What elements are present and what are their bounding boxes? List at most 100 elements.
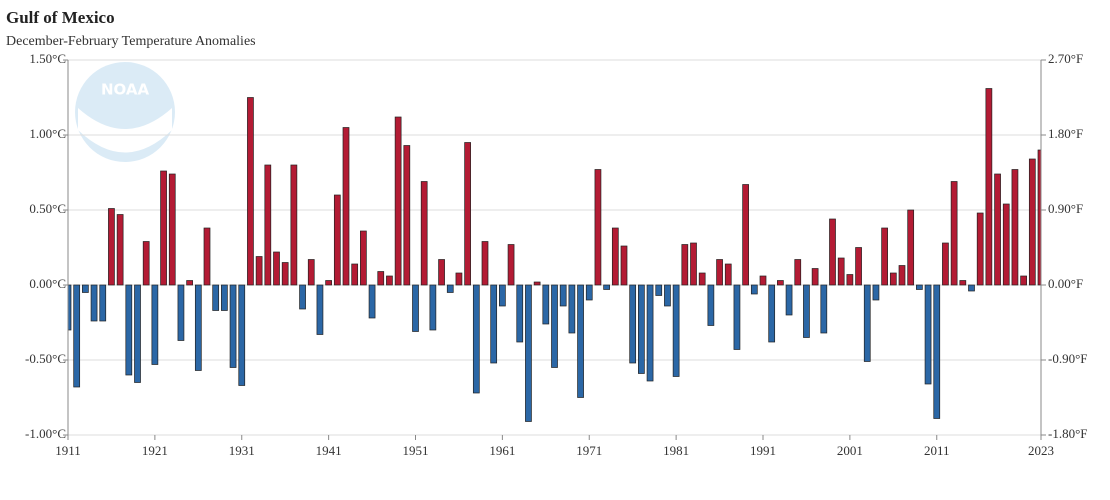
bar [325, 280, 332, 286]
bar [785, 284, 793, 316]
bar [168, 173, 176, 286]
bar [1002, 203, 1010, 286]
y2-tick-label: 0.00°F [1048, 276, 1083, 291]
bar [855, 247, 862, 286]
x-tick-label: 1991 [750, 443, 776, 458]
bar [412, 284, 419, 332]
bar [264, 164, 272, 286]
x-tick-label: 2023 [1028, 443, 1054, 458]
y-tick-label: 0.00°C [29, 276, 66, 291]
bar [811, 268, 819, 286]
bar [846, 274, 854, 286]
bar [933, 284, 941, 419]
bar [472, 284, 480, 394]
bar [985, 88, 993, 286]
bar [247, 97, 254, 286]
bar [889, 272, 897, 286]
x-tick-label: 2011 [924, 443, 950, 458]
bar [577, 284, 584, 398]
bar [594, 169, 602, 286]
bar [68, 284, 72, 331]
bar [942, 242, 949, 286]
bar [638, 284, 645, 374]
bar [368, 284, 376, 319]
bar [724, 263, 732, 286]
y-tick-label: -0.50°C [25, 351, 66, 366]
bar [820, 284, 828, 334]
chart-subtitle: December-February Temperature Anomalies [6, 34, 256, 49]
bar [507, 244, 515, 286]
bar [177, 284, 185, 341]
bar [403, 145, 411, 286]
bar [307, 259, 315, 286]
bar [620, 245, 628, 286]
bar [568, 284, 576, 334]
bar [429, 284, 437, 331]
y-tick-label: 1.00°C [29, 126, 66, 141]
bar [446, 284, 454, 293]
bar [533, 281, 541, 286]
x-tick-label: 1951 [403, 443, 429, 458]
bar [212, 284, 220, 311]
bar [829, 218, 836, 286]
bar [898, 265, 906, 286]
y-tick-label: -1.00°C [25, 426, 66, 441]
bar [255, 256, 263, 286]
bar [698, 272, 706, 286]
bar [116, 214, 124, 286]
bar [360, 230, 367, 286]
x-tick-label: 1941 [316, 443, 342, 458]
bar [342, 127, 350, 286]
bar [377, 271, 385, 286]
bar [455, 272, 463, 286]
bar [777, 280, 784, 286]
bar [281, 262, 289, 286]
bar [1028, 158, 1036, 286]
bar [916, 284, 923, 290]
bar [542, 284, 550, 325]
bar [221, 284, 228, 311]
bar [82, 284, 89, 293]
bar [690, 242, 697, 286]
bar [203, 227, 211, 286]
bar [394, 116, 402, 286]
bar [134, 284, 141, 383]
bar [438, 259, 445, 286]
bar [1011, 169, 1019, 286]
y2-tick-label: 2.70°F [1048, 51, 1083, 66]
x-tick-label: 1911 [55, 443, 81, 458]
bar [333, 194, 341, 286]
bar [229, 284, 237, 368]
bar [950, 181, 958, 286]
bar [968, 284, 975, 292]
bar [603, 284, 610, 290]
y2-tick-label: -0.90°F [1048, 351, 1088, 366]
bar [794, 259, 802, 286]
bar [290, 164, 298, 286]
bar [186, 280, 193, 286]
bar [585, 284, 593, 301]
bar [516, 284, 524, 343]
bar [907, 209, 915, 286]
bar [490, 284, 498, 364]
bar [481, 241, 489, 286]
x-tick-label: 1961 [489, 443, 515, 458]
bar [525, 284, 532, 422]
bar [611, 227, 619, 286]
bar [73, 284, 81, 388]
bar [959, 280, 967, 286]
bar [924, 284, 932, 385]
bar [681, 244, 689, 286]
bar [837, 257, 845, 286]
bar [742, 184, 749, 286]
bar [420, 181, 428, 286]
bar [99, 284, 107, 322]
bar [125, 284, 133, 376]
bar [108, 208, 115, 286]
y2-tick-label: -1.80°F [1048, 426, 1088, 441]
bar [872, 284, 880, 301]
bar [881, 227, 888, 286]
x-tick-label: 1931 [229, 443, 255, 458]
bar [351, 263, 359, 286]
y-tick-label: 1.50°C [29, 51, 66, 66]
